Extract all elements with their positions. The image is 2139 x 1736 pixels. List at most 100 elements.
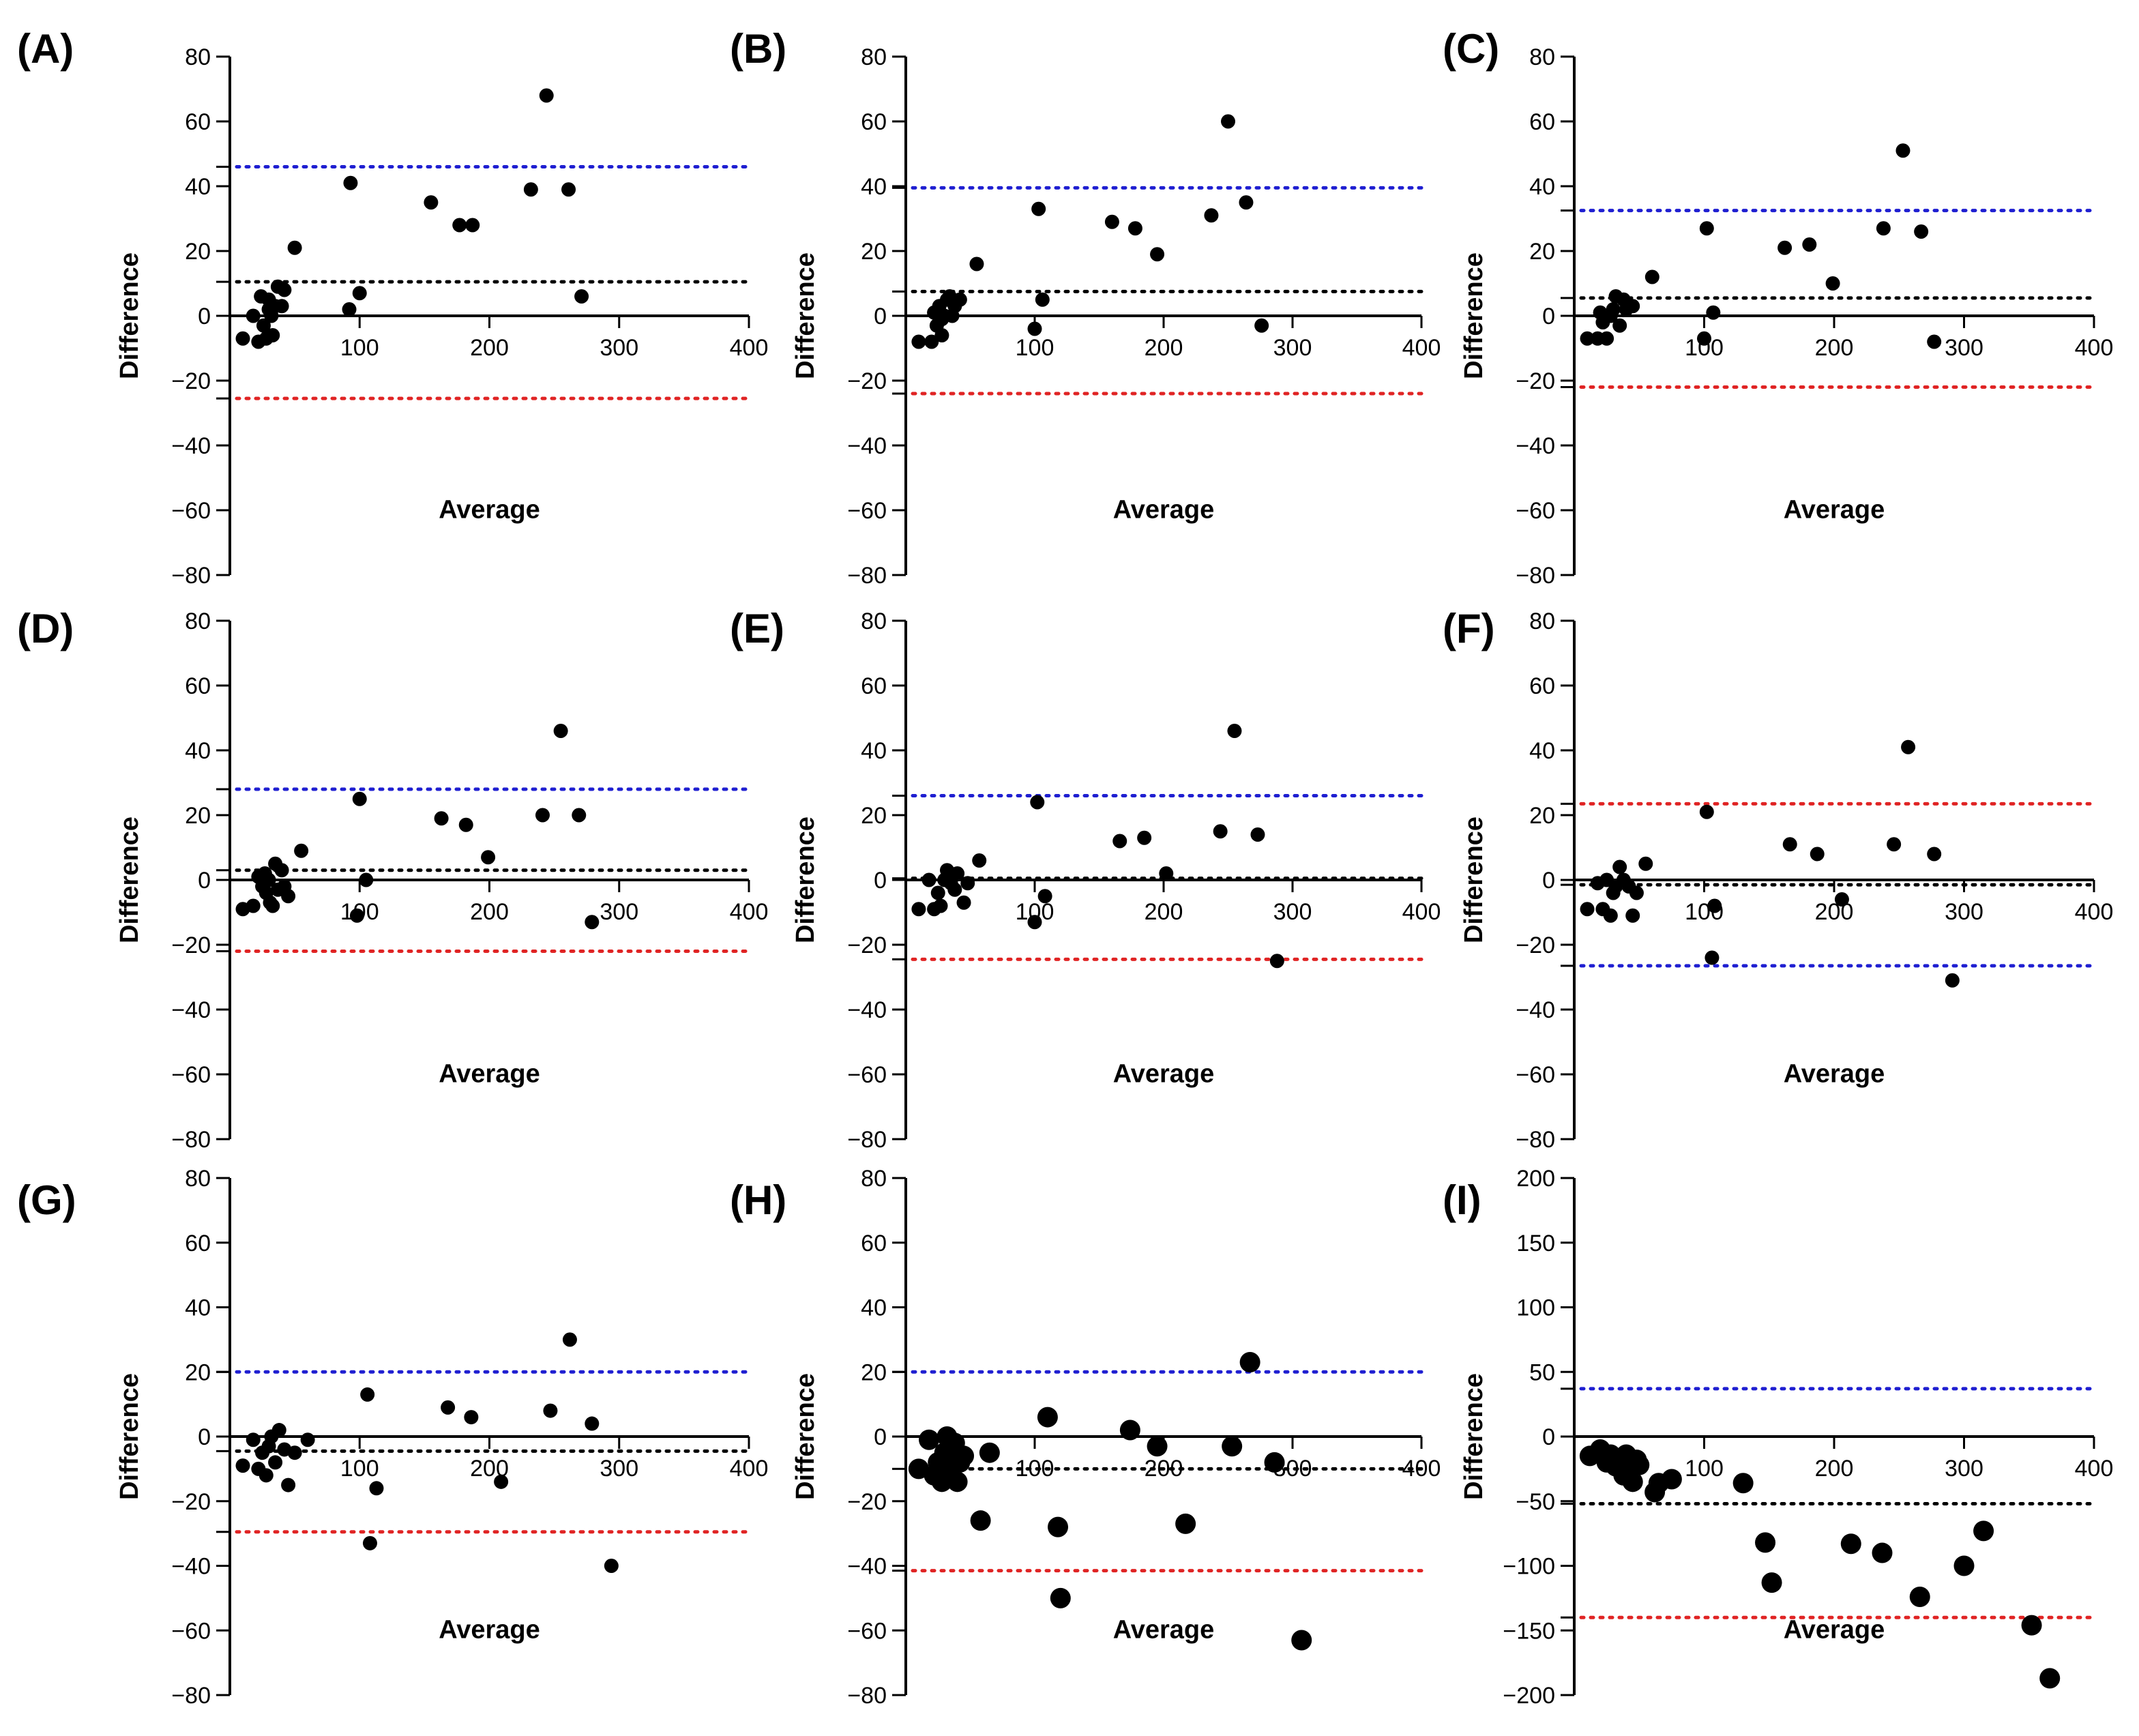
y-tick-label-d-2: −40 (171, 997, 211, 1023)
y-tick-label-g-8: 80 (185, 1166, 211, 1192)
panel-label-a: (A) (17, 26, 74, 72)
y-tick-label-b-8: 80 (861, 44, 887, 70)
point-c-12 (1644, 269, 1659, 284)
y-tick-label-c-5: 20 (1529, 239, 1555, 265)
point-h-18 (1147, 1436, 1168, 1457)
point-d-17 (359, 872, 374, 887)
point-e-15 (1037, 889, 1052, 904)
point-i-20 (1909, 1586, 1930, 1607)
point-h-21 (1239, 1352, 1260, 1373)
y-tick-label-g-5: 20 (185, 1359, 211, 1385)
y-tick-label-b-6: 40 (861, 174, 887, 200)
point-e-0 (911, 902, 926, 917)
y-tick-label-c-3: −20 (1516, 368, 1555, 394)
y-tick-label-e-6: 40 (861, 738, 887, 764)
point-f-7 (1612, 859, 1627, 874)
y-tick-label-a-8: 80 (185, 44, 211, 70)
y-tick-label-i-8: 200 (1516, 1166, 1555, 1192)
x-axis-title-c: Average (1784, 495, 1885, 524)
x-axis-title-a: Average (439, 495, 540, 524)
point-e-18 (1159, 866, 1174, 881)
point-h-1 (919, 1429, 940, 1450)
point-b-22 (1239, 195, 1254, 210)
y-tick-label-h-6: 40 (861, 1295, 887, 1321)
point-b-23 (1254, 318, 1269, 333)
x-axis-title-i: Average (1784, 1616, 1885, 1645)
point-e-13 (1027, 915, 1042, 930)
y-tick-label-i-0: −200 (1503, 1683, 1555, 1709)
x-tick-label-c-3: 400 (2075, 335, 2114, 361)
point-b-1 (924, 334, 939, 349)
point-e-16 (1112, 834, 1127, 849)
point-d-1 (246, 898, 261, 913)
point-g-18 (494, 1474, 509, 1489)
y-tick-label-b-1: −60 (847, 498, 887, 524)
point-c-21 (1914, 224, 1929, 239)
y-tick-label-e-5: 20 (861, 803, 887, 829)
x-tick-label-e-2: 300 (1273, 899, 1312, 925)
point-d-8 (265, 898, 280, 913)
y-tick-label-g-1: −60 (171, 1618, 211, 1644)
point-c-11 (1625, 299, 1640, 314)
point-i-24 (2039, 1668, 2061, 1689)
panel-label-d: (D) (17, 606, 74, 651)
x-tick-label-a-2: 300 (600, 335, 638, 361)
y-tick-label-a-7: 60 (185, 109, 211, 135)
point-g-12 (300, 1432, 315, 1447)
point-i-18 (1840, 1533, 1861, 1555)
panel-label-f: (F) (1443, 606, 1495, 651)
point-d-11 (274, 863, 289, 878)
point-g-7 (268, 1455, 283, 1470)
y-tick-label-e-2: −40 (847, 997, 887, 1023)
y-tick-label-c-7: 60 (1529, 109, 1555, 135)
point-f-15 (1707, 898, 1722, 913)
point-b-5 (934, 328, 949, 342)
point-d-13 (281, 889, 296, 904)
x-tick-label-i-2: 300 (1945, 1456, 1983, 1482)
point-d-16 (352, 791, 367, 806)
point-a-24 (574, 289, 589, 304)
point-h-13 (979, 1442, 1000, 1463)
x-axis-title-f: Average (1784, 1059, 1885, 1088)
point-e-20 (1227, 724, 1242, 738)
y-tick-label-i-2: −100 (1503, 1554, 1555, 1580)
point-g-22 (604, 1559, 619, 1573)
point-e-4 (933, 898, 948, 913)
point-f-20 (1901, 739, 1916, 754)
y-tick-label-a-5: 20 (185, 239, 211, 265)
point-c-15 (1706, 305, 1721, 320)
point-a-12 (274, 299, 289, 314)
point-a-0 (235, 331, 250, 346)
point-a-16 (343, 175, 358, 190)
y-tick-label-g-7: 60 (185, 1231, 211, 1256)
y-axis-title-c: Difference (1460, 252, 1488, 379)
point-h-11 (954, 1445, 975, 1467)
point-a-23 (561, 182, 576, 197)
y-axis-title-f: Difference (1460, 816, 1488, 943)
x-axis-title-b: Average (1113, 495, 1215, 524)
point-g-10 (281, 1477, 296, 1492)
point-c-13 (1697, 331, 1711, 346)
point-a-22 (539, 88, 554, 103)
point-g-20 (562, 1332, 577, 1347)
point-f-13 (1699, 804, 1714, 819)
x-tick-label-g-0: 100 (340, 1456, 379, 1482)
point-f-18 (1834, 892, 1849, 907)
y-tick-label-i-7: 150 (1516, 1231, 1555, 1256)
x-axis-title-d: Average (439, 1059, 540, 1088)
x-tick-label-a-1: 200 (470, 335, 509, 361)
point-c-8 (1612, 318, 1627, 333)
y-tick-label-e-4: 0 (874, 868, 887, 894)
y-tick-label-b-3: −20 (847, 368, 887, 394)
point-f-21 (1927, 847, 1942, 862)
y-tick-label-h-5: 20 (861, 1359, 887, 1385)
x-tick-label-d-1: 200 (470, 899, 509, 925)
y-tick-label-b-0: −80 (847, 563, 887, 589)
y-tick-label-h-8: 80 (861, 1166, 887, 1192)
y-tick-label-b-5: 20 (861, 239, 887, 265)
x-tick-label-d-2: 300 (600, 899, 638, 925)
point-c-4 (1599, 331, 1614, 346)
y-tick-label-e-1: −60 (847, 1062, 887, 1088)
y-tick-label-g-2: −40 (171, 1554, 211, 1580)
